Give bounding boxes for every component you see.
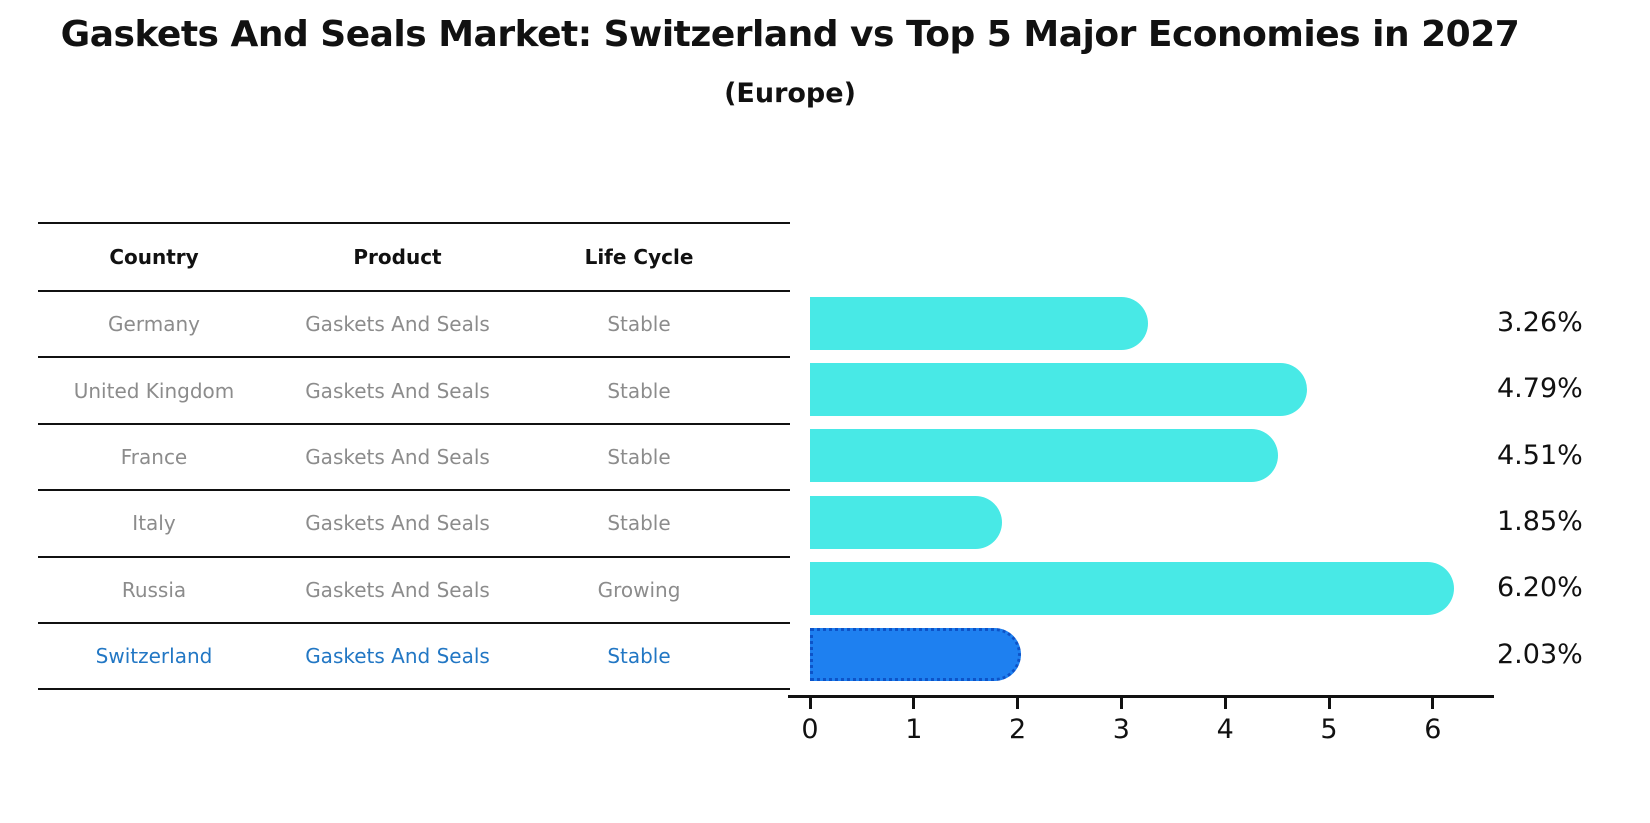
cell-life-cycle: Stable: [607, 444, 671, 469]
cell-product: Gaskets And Seals: [305, 644, 490, 669]
bar-russia: [810, 561, 1454, 615]
x-tick-label-5: 5: [1320, 714, 1338, 745]
table-row: Germany Gaskets And Seals Stable: [38, 292, 790, 359]
cell-life-cycle: Stable: [607, 312, 671, 337]
cell-country: Switzerland: [95, 644, 213, 669]
cell-product: Gaskets And Seals: [305, 444, 490, 469]
column-header-life-cycle: Life Cycle: [584, 245, 694, 269]
cell-product: Gaskets And Seals: [305, 577, 490, 602]
x-axis-line: [788, 695, 1494, 698]
value-label-russia: 6.20%: [1497, 572, 1583, 604]
cell-country: Russia: [121, 577, 187, 602]
chart-subtitle: (Europe): [724, 78, 856, 109]
value-label-switzerland: 2.03%: [1497, 638, 1583, 670]
x-tick-5: [1327, 698, 1331, 709]
cell-country: United Kingdom: [73, 378, 235, 403]
bar-italy: [810, 495, 1003, 549]
column-header-product: Product: [353, 245, 442, 269]
cell-life-cycle: Stable: [607, 378, 671, 403]
table-row: Italy Gaskets And Seals Stable: [38, 491, 790, 558]
x-tick-label-4: 4: [1216, 714, 1234, 745]
x-tick-label-3: 3: [1112, 714, 1130, 745]
value-label-germany: 3.26%: [1497, 307, 1583, 339]
value-label-united-kingdom: 4.79%: [1497, 373, 1583, 405]
cell-life-cycle: Stable: [607, 511, 671, 536]
x-tick-6: [1431, 698, 1435, 709]
x-tick-1: [912, 698, 916, 709]
x-tick-label-1: 1: [905, 714, 923, 745]
table-row: Switzerland Gaskets And Seals Stable: [38, 624, 790, 691]
x-tick-0: [808, 698, 812, 709]
table-row: Russia Gaskets And Seals Growing: [38, 558, 790, 624]
value-label-italy: 1.85%: [1497, 506, 1583, 538]
chart-title: Gaskets And Seals Market: Switzerland vs…: [60, 14, 1520, 55]
cell-life-cycle: Growing: [597, 577, 681, 602]
x-tick-label-2: 2: [1009, 714, 1027, 745]
bar-switzerland: [810, 628, 1021, 682]
cell-country: France: [120, 444, 188, 469]
bar-united-kingdom: [810, 362, 1308, 416]
value-label-france: 4.51%: [1497, 439, 1583, 471]
x-tick-3: [1119, 698, 1123, 709]
x-tick-label-0: 0: [801, 714, 819, 745]
column-header-country: Country: [109, 245, 199, 269]
cell-product: Gaskets And Seals: [305, 312, 490, 337]
x-tick-label-6: 6: [1424, 714, 1442, 745]
cell-country: Germany: [108, 312, 200, 337]
table-header-row: Country Product Life Cycle: [38, 224, 790, 292]
bar-chart: 3.26% 4.79% 4.51% 1.85% 6.20% 2.03% 0 1 2 3 4 5 6: [788, 290, 1583, 745]
cell-product: Gaskets And Seals: [305, 511, 490, 536]
table-body: Germany Gaskets And Seals Stable United Kin…: [38, 292, 790, 691]
bar-france: [810, 429, 1279, 483]
country-table: Country Product Life Cycle Germany Gasket…: [38, 222, 790, 691]
table-row: United Kingdom Gaskets And Seals Stable: [38, 358, 790, 425]
bar-germany: [810, 296, 1149, 350]
table-row: France Gaskets And Seals Stable: [38, 425, 790, 492]
x-tick-2: [1016, 698, 1020, 709]
cell-life-cycle: Stable: [607, 644, 671, 669]
x-tick-4: [1223, 698, 1227, 709]
cell-country: Italy: [132, 511, 176, 536]
cell-product: Gaskets And Seals: [305, 378, 490, 403]
